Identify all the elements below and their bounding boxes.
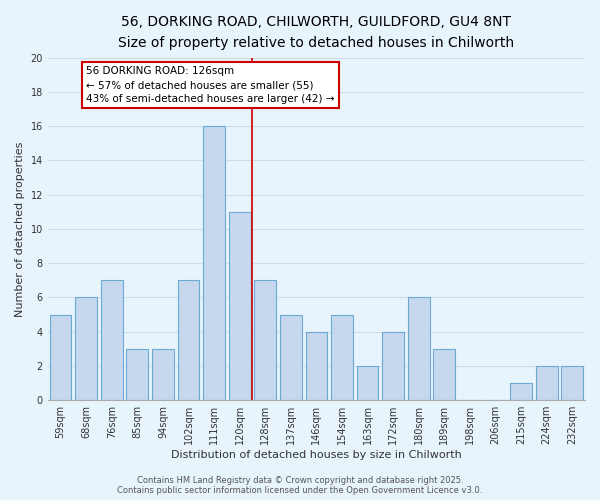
Bar <box>178 280 199 400</box>
Bar <box>280 314 302 400</box>
Bar <box>229 212 251 400</box>
Bar <box>75 298 97 400</box>
Bar <box>152 349 174 400</box>
Y-axis label: Number of detached properties: Number of detached properties <box>15 142 25 316</box>
Bar <box>433 349 455 400</box>
Bar <box>356 366 379 400</box>
Bar <box>254 280 276 400</box>
Bar <box>50 314 71 400</box>
Bar <box>562 366 583 400</box>
Bar <box>127 349 148 400</box>
Text: Contains HM Land Registry data © Crown copyright and database right 2025.
Contai: Contains HM Land Registry data © Crown c… <box>118 476 482 495</box>
Text: 56 DORKING ROAD: 126sqm
← 57% of detached houses are smaller (55)
43% of semi-de: 56 DORKING ROAD: 126sqm ← 57% of detache… <box>86 66 335 104</box>
Title: 56, DORKING ROAD, CHILWORTH, GUILDFORD, GU4 8NT
Size of property relative to det: 56, DORKING ROAD, CHILWORTH, GUILDFORD, … <box>118 15 514 50</box>
Bar <box>101 280 122 400</box>
Bar <box>331 314 353 400</box>
Bar <box>408 298 430 400</box>
X-axis label: Distribution of detached houses by size in Chilworth: Distribution of detached houses by size … <box>171 450 462 460</box>
Bar <box>305 332 327 400</box>
Bar <box>536 366 557 400</box>
Bar <box>510 383 532 400</box>
Bar <box>382 332 404 400</box>
Bar <box>203 126 225 400</box>
